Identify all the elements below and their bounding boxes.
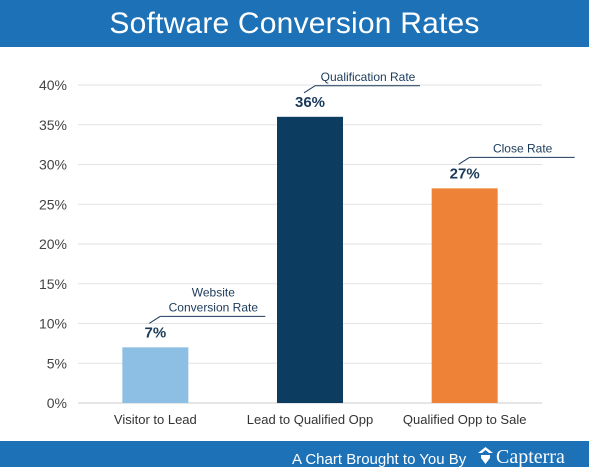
y-tick-label: 30% [39,157,67,173]
chart-header: Software Conversion Rates [0,0,589,47]
capterra-logo-icon [478,447,493,464]
category-label: Lead to Qualified Opp [247,412,373,427]
annotation-label: Conversion Rate [169,300,259,314]
footer-brand: Capterra [496,446,565,468]
footer-credit: A Chart Brought to You By [292,451,467,468]
bar [122,347,189,403]
bar [431,188,498,403]
category-label: Visitor to Lead [114,412,197,427]
y-tick-label: 0% [47,395,67,411]
annotation-label: Qualification Rate [321,70,416,84]
category-label: Qualified Opp to Sale [403,412,527,427]
y-tick-label: 5% [47,355,67,371]
value-label: 27% [450,165,480,182]
annotation-pointer [149,315,161,324]
y-tick-label: 25% [39,196,67,212]
y-tick-label: 15% [39,276,67,292]
y-tick-label: 20% [39,236,67,252]
bar-chart: 0% 5% 10% 15% 20% 25% 30% 35% 40% 7% Visitor to Le… [39,70,575,427]
annotation-pointer [303,85,316,94]
footer-bar: A Chart Brought to You By Capterra [0,441,589,468]
chart-title: Software Conversion Rates [109,6,480,40]
value-label: 7% [144,324,166,341]
annotation-label: Website [192,285,235,299]
y-tick-label: 35% [39,117,67,133]
y-tick-label: 40% [39,77,67,93]
annotation-label: Close Rate [493,141,553,155]
annotation-pointer [458,156,470,165]
y-tick-label: 10% [39,316,67,332]
value-label: 36% [295,94,325,111]
bar [277,116,343,404]
